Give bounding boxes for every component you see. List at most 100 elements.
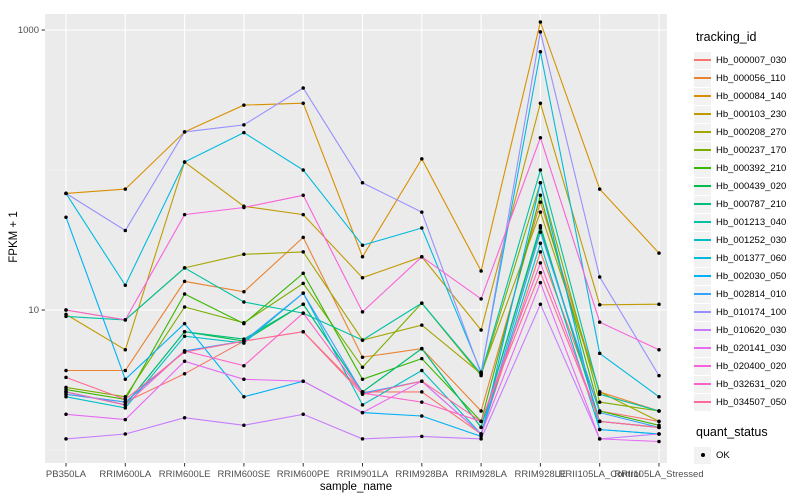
data-point bbox=[420, 356, 424, 361]
data-point bbox=[301, 379, 305, 383]
data-point bbox=[420, 400, 424, 404]
data-point bbox=[123, 400, 128, 404]
legend-item: Hb_010620_030 bbox=[694, 321, 800, 339]
legend-item: Hb_000007_030 bbox=[694, 51, 800, 69]
data-point bbox=[479, 419, 483, 424]
data-point bbox=[597, 351, 602, 356]
data-point bbox=[538, 193, 543, 198]
data-point bbox=[182, 359, 187, 364]
data-point bbox=[301, 291, 305, 295]
data-point bbox=[301, 302, 305, 306]
data-point bbox=[360, 392, 365, 397]
data-point bbox=[479, 269, 483, 273]
legend-item-label: Hb_034507_050 bbox=[716, 396, 787, 408]
legend-item: Hb_001252_030 bbox=[694, 231, 800, 249]
data-point bbox=[64, 437, 68, 441]
data-point bbox=[123, 406, 128, 410]
legend-color-line-icon bbox=[694, 203, 711, 205]
legend-item: Hb_000208_270 bbox=[694, 123, 800, 141]
x-tick-label: RRIM600SE bbox=[217, 469, 270, 480]
data-point bbox=[301, 271, 305, 276]
data-point bbox=[64, 412, 68, 417]
data-point bbox=[242, 363, 246, 368]
legend-color-line-icon bbox=[694, 149, 711, 151]
data-point bbox=[657, 409, 661, 413]
data-point bbox=[182, 329, 187, 334]
data-point bbox=[301, 311, 305, 315]
data-point bbox=[360, 355, 365, 359]
data-point bbox=[182, 279, 187, 284]
data-point bbox=[538, 168, 543, 172]
data-point bbox=[538, 270, 543, 275]
data-point bbox=[597, 392, 602, 397]
data-point bbox=[242, 395, 246, 399]
data-point bbox=[538, 181, 543, 185]
legend-color-line-icon bbox=[694, 131, 711, 133]
legend-color-line-icon bbox=[694, 401, 711, 403]
legend-key bbox=[694, 177, 711, 195]
legend-key bbox=[694, 321, 711, 339]
data-point bbox=[360, 437, 365, 441]
data-point bbox=[301, 168, 305, 172]
x-tick-label: RRIM600PE bbox=[277, 469, 330, 480]
data-point bbox=[657, 419, 661, 424]
data-point bbox=[479, 297, 483, 301]
data-point bbox=[242, 123, 246, 127]
legend-item: Hb_034507_050 bbox=[694, 393, 800, 411]
data-point bbox=[597, 303, 602, 307]
legend-color-line-icon bbox=[694, 185, 711, 187]
legend-item: Hb_000439_020 bbox=[694, 177, 800, 195]
legend-item: Hb_032631_020 bbox=[694, 375, 800, 393]
x-tick-label: RRIM600LE bbox=[159, 469, 211, 480]
legend-quant-status-block: quant_status OK bbox=[694, 425, 800, 464]
data-point bbox=[420, 368, 424, 373]
data-point bbox=[538, 302, 543, 306]
data-point bbox=[360, 410, 365, 415]
x-tick-label: RRIM901LA bbox=[337, 469, 389, 480]
data-point bbox=[538, 261, 543, 265]
data-point bbox=[420, 434, 424, 439]
data-point bbox=[123, 368, 128, 373]
y-tick-label: 10 bbox=[28, 305, 39, 316]
data-point bbox=[123, 187, 128, 191]
legend-title-quant-status: quant_status bbox=[696, 425, 768, 439]
legend-color-line-icon bbox=[694, 221, 711, 223]
legend-item-label: Hb_000392_210 bbox=[716, 162, 787, 174]
x-tick-label: PB350LA bbox=[46, 469, 87, 480]
legend-item-label: Hb_002030_050 bbox=[716, 270, 787, 282]
data-point bbox=[182, 292, 187, 296]
data-point bbox=[597, 320, 602, 324]
data-point bbox=[597, 187, 602, 191]
data-point bbox=[123, 228, 128, 233]
y-axis-title: FPKM + 1 bbox=[8, 211, 20, 263]
data-point bbox=[64, 215, 68, 219]
data-point bbox=[64, 392, 68, 397]
data-point bbox=[597, 437, 602, 441]
data-point bbox=[657, 395, 661, 399]
data-point bbox=[538, 230, 543, 234]
data-point bbox=[360, 377, 365, 382]
data-point bbox=[301, 235, 305, 240]
legend-item: Hb_020400_020 bbox=[694, 357, 800, 375]
data-point bbox=[182, 130, 187, 134]
data-point bbox=[479, 372, 483, 376]
data-point bbox=[657, 373, 661, 378]
legend-item: Hb_001213_040 bbox=[694, 213, 800, 231]
legend-key bbox=[694, 69, 711, 87]
legend-color-line-icon bbox=[694, 275, 711, 277]
data-point bbox=[420, 301, 424, 305]
legend-key bbox=[694, 123, 711, 141]
data-point bbox=[597, 419, 602, 424]
legend-color-line-icon bbox=[694, 257, 711, 259]
data-point bbox=[538, 20, 543, 24]
x-tick-label: RRIM928BA bbox=[395, 469, 448, 480]
data-point bbox=[301, 101, 305, 105]
legend: tracking_id Hb_000007_030 Hb_000056_110 Hb… bbox=[694, 30, 800, 464]
legend-item: Hb_000237_170 bbox=[694, 141, 800, 159]
data-point bbox=[123, 432, 128, 436]
data-point bbox=[360, 310, 365, 314]
x-axis-title: sample_name bbox=[319, 481, 393, 493]
legend-color-line-icon bbox=[694, 239, 711, 241]
